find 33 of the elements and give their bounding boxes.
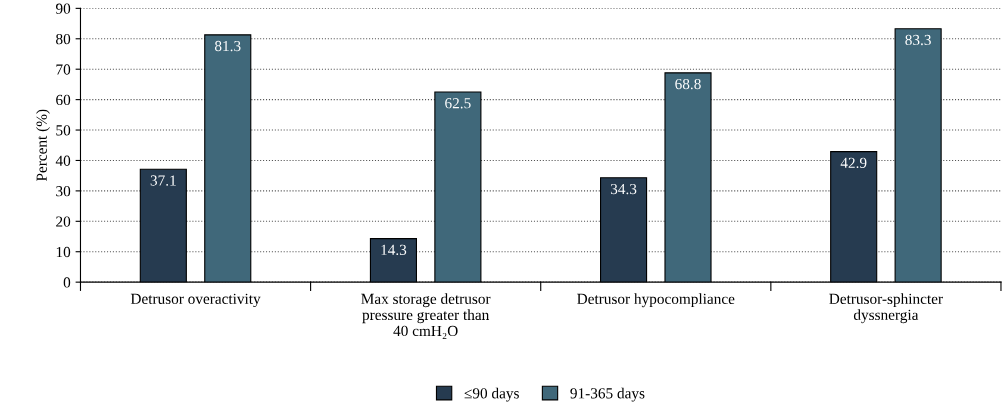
data-label: 62.5: [445, 98, 471, 109]
y-tick-label: 30: [56, 186, 71, 197]
y-tick-label: 40: [55, 155, 71, 166]
y-tick-label: 20: [56, 216, 71, 227]
data-label: 81.3: [214, 40, 241, 52]
bar: [434, 91, 482, 283]
bar: [830, 151, 878, 283]
legend-label: ≤90 days: [464, 387, 519, 402]
data-label: 83.3: [905, 34, 931, 46]
bar: [369, 238, 418, 283]
y-tick-label: 80: [56, 33, 71, 45]
legend-label: 91-365 days: [570, 387, 645, 402]
y-tick-label: 90: [55, 3, 71, 14]
x-tick-label: Detrusor hypocompliance: [577, 293, 735, 308]
data-label: 34.3: [610, 183, 637, 195]
bar: [664, 72, 712, 283]
data-label: 14.3: [381, 244, 407, 256]
bar: [204, 34, 252, 283]
bar: [139, 168, 187, 283]
x-tick-label: Detrusor overactivity: [130, 293, 261, 308]
data-label: 68.8: [675, 78, 701, 90]
y-tick-label: 70: [56, 64, 71, 75]
bar: [600, 177, 648, 283]
y-tick-label: 50: [56, 125, 71, 136]
bar: [894, 28, 942, 283]
data-label: 37.1: [150, 175, 176, 186]
x-tick-label: Max storage detrusor pressure greater than 40 cmH₂O: [361, 293, 491, 340]
x-tick-label: Detrusor-sphincter dyssnergia: [829, 293, 943, 324]
y-tick-label: 0: [63, 277, 71, 288]
y-axis-title: Percent (%): [36, 109, 50, 182]
y-tick-label: 60: [56, 94, 71, 106]
y-tick-label: 10: [56, 246, 71, 258]
data-label: 42.9: [840, 157, 867, 169]
